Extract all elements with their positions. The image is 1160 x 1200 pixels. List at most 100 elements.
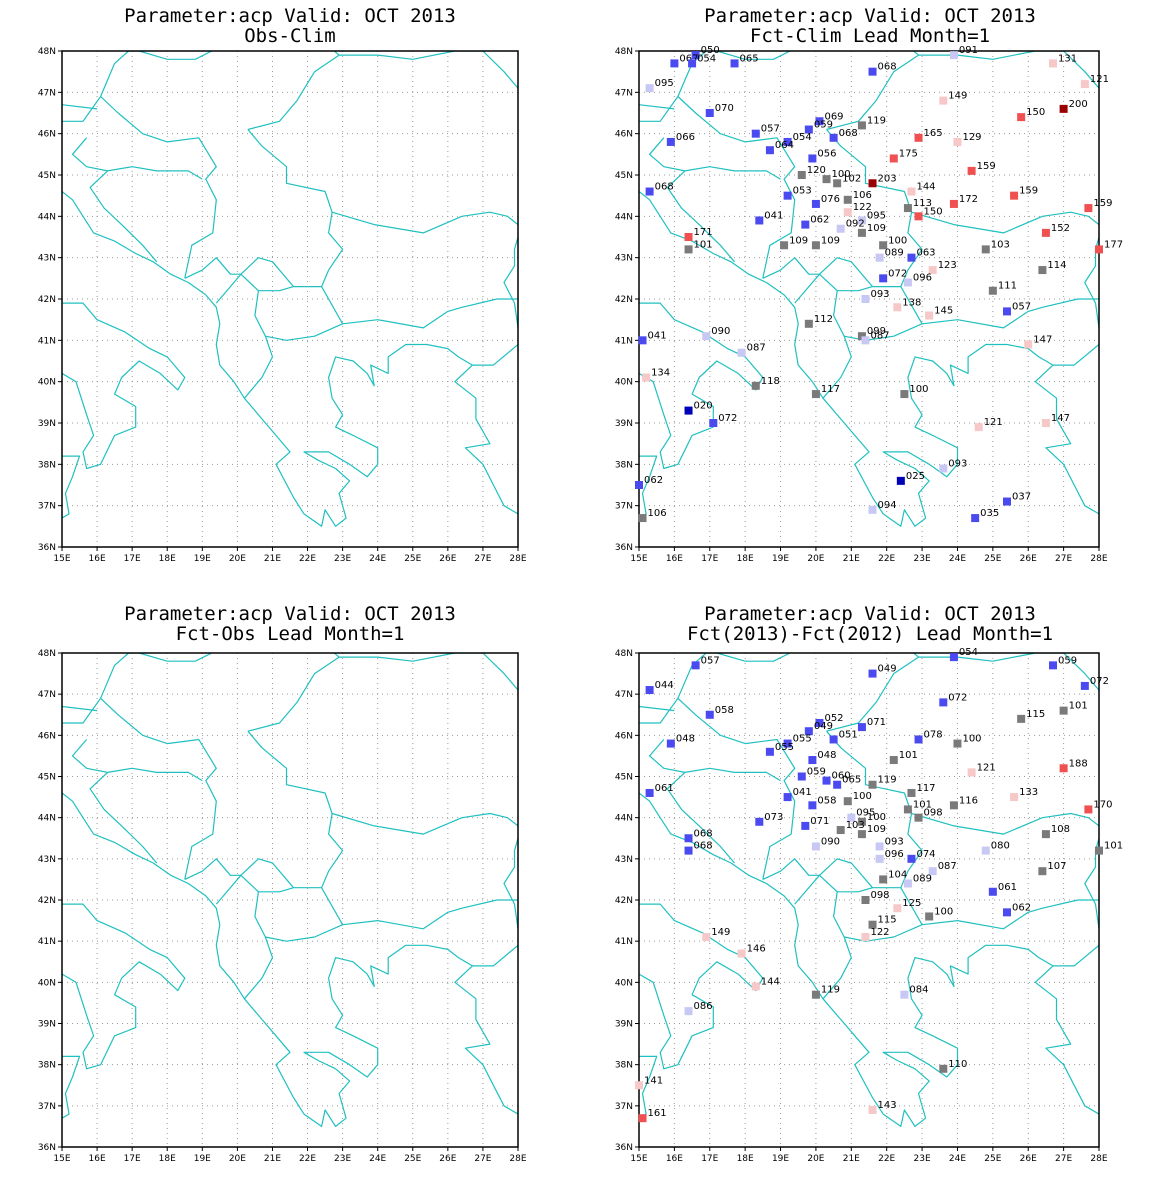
station-marker [829,735,838,744]
station-value-label: 094 [878,500,897,511]
station-value-label: 171 [694,227,713,238]
station-marker [900,390,909,399]
lon-tick-label: 20E [807,1154,824,1164]
station-marker [751,381,760,390]
coastline [247,51,483,131]
station-marker [868,669,877,678]
station-marker [879,241,888,250]
station-value-label: 172 [959,194,978,205]
lon-tick-label: 21E [843,554,860,564]
station-value-label: 177 [1104,239,1123,250]
station-value-label: 049 [878,664,897,675]
panel-title-line1: Parameter:acp Valid: OCT 2013 [704,5,1036,27]
station-value-label: 147 [1051,413,1070,424]
lat-tick-label: 47N [38,88,56,98]
coastline [762,257,873,287]
station-marker [645,84,654,93]
lat-tick-label: 46N [38,130,56,140]
station-value-label: 050 [701,45,720,56]
station-marker [804,319,813,328]
station-value-label: 061 [655,783,674,794]
station-marker [967,166,976,175]
lat-tick-label: 36N [615,1143,633,1153]
lat-tick-label: 45N [38,773,56,783]
coastline [794,273,852,399]
lon-tick-label: 25E [404,554,421,564]
coastline [89,170,158,263]
lat-tick-label: 44N [38,814,56,824]
lon-tick-label: 24E [949,554,966,564]
station-value-label: 143 [878,1100,897,1111]
station-value-label: 055 [793,734,812,745]
lat-tick-label: 40N [615,978,633,988]
station-marker [868,179,877,188]
lat-tick-label: 46N [615,731,633,741]
station-marker [755,817,764,826]
lat-tick-label: 47N [615,690,633,700]
station-marker [765,146,774,155]
station-value-label: 041 [764,210,783,221]
lon-tick-label: 20E [229,1154,246,1164]
lat-tick-label: 48N [38,649,56,659]
station-marker [928,867,937,876]
station-value-label: 118 [761,376,780,387]
station-value-label: 057 [701,655,720,666]
map-plot: 15E 16E 17E 18E 19E 20E 21E 22E 23E 24E 25E 26E 27E 2… [38,47,527,564]
lon-tick-label: 18E [159,1154,176,1164]
station-marker [688,59,697,68]
station-value-label: 100 [832,169,851,180]
coastline [342,298,518,329]
lon-tick-label: 26E [439,1154,456,1164]
station-marker [903,805,912,814]
station-marker [1049,661,1057,670]
station-value-label: 165 [924,128,943,139]
station-value-label: 087 [938,861,957,872]
station-value-label: 062 [810,215,829,226]
station-marker [638,336,647,345]
station-marker [949,653,958,662]
station-marker [808,801,817,810]
station-value-label: 133 [1019,787,1038,798]
station-value-label: 065 [842,775,861,786]
lon-tick-label: 25E [404,1154,421,1164]
lon-tick-label: 21E [843,1154,860,1164]
station-marker [1041,228,1050,237]
station-value-label: 044 [655,680,674,691]
station-value-label: 109 [867,223,886,234]
lat-tick-label: 43N [615,855,633,865]
station-marker [1003,908,1011,917]
station-marker [879,274,888,283]
station-value-label: 122 [853,202,872,213]
station-marker [1038,867,1047,876]
station-value-label: 057 [761,124,780,135]
station-marker [1010,191,1019,200]
coastline [342,899,518,930]
lon-tick-label: 28E [1090,1154,1107,1164]
station-value-label: 071 [810,816,829,827]
coastline [1084,837,1099,929]
station-marker [857,121,866,130]
station-value-label: 145 [934,306,953,317]
station-marker [645,788,654,797]
station-marker [811,241,820,250]
station-value-label: 109 [867,824,886,835]
station-marker [702,332,711,341]
station-value-label: 129 [962,132,981,143]
station-value-label: 101 [1104,841,1123,852]
station-marker [914,735,923,744]
coastline [215,874,274,1000]
station-value-label: 049 [814,721,833,732]
lon-tick-label: 25E [984,554,1001,564]
station-marker [907,854,916,863]
station-value-label: 072 [888,268,907,279]
station-value-label: 060 [832,771,851,782]
station-marker [815,117,824,126]
station-value-label: 035 [980,508,999,519]
map-panel-fct-diff: Parameter:acp Valid: OCT 2013 Fct(2013)-… [580,600,1160,1200]
station-marker [783,191,792,200]
coastlines [62,653,518,1128]
station-value-label: 102 [842,173,861,184]
lat-tick-label: 44N [615,212,633,222]
coastline [62,705,98,712]
